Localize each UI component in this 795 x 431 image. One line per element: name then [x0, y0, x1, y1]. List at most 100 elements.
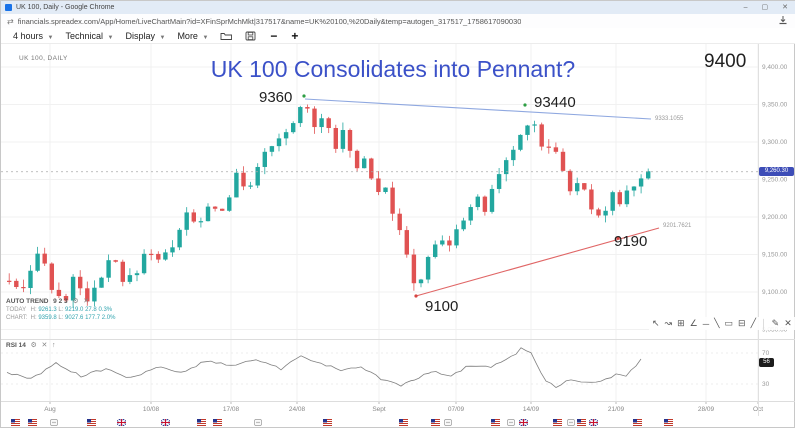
save-icon[interactable]	[245, 31, 256, 41]
gb-flag-icon[interactable]	[518, 413, 529, 431]
us-flag-icon[interactable]	[632, 413, 643, 431]
calendar-event-icon[interactable]	[567, 413, 575, 431]
rsi-group: 70 30	[1, 347, 770, 388]
site-favicon-icon	[5, 4, 12, 11]
calendar-event-icon[interactable]	[507, 413, 515, 431]
rsi-legend: RSI 14 ⚙ ✕ ↑	[6, 342, 56, 350]
menu-display[interactable]: Display ▼	[125, 30, 166, 41]
trendlines-group[interactable]: 9333.1055 9201.7621	[302, 94, 692, 298]
chevron-down-icon: ▼	[47, 34, 54, 41]
gb-flag-icon[interactable]	[160, 413, 171, 431]
symbol-label: UK 100, DAILY	[19, 55, 68, 62]
svg-text:17/08: 17/08	[223, 406, 240, 413]
auto-trend-params: 9 2 3	[53, 298, 68, 305]
svg-text:30: 30	[762, 381, 770, 388]
menu-4-hours[interactable]: 4 hours ▼	[13, 30, 54, 41]
gear-icon[interactable]: ⚙	[72, 298, 79, 305]
svg-text:21/09: 21/09	[608, 406, 625, 413]
menu-technical[interactable]: Technical ▼	[65, 30, 114, 41]
svg-text:24/08: 24/08	[289, 406, 306, 413]
current-price-badge: 9,260.30	[759, 167, 794, 177]
title-bar: UK 100, Daily - Google Chrome – ▢ ✕	[1, 1, 795, 15]
us-flag-icon[interactable]	[576, 413, 587, 431]
svg-text:9,200.00: 9,200.00	[762, 214, 788, 221]
calendar-event-icon[interactable]	[50, 413, 58, 431]
site-info-icon[interactable]: ⇄	[7, 16, 14, 26]
svg-text:14/09: 14/09	[523, 406, 540, 413]
svg-text:07/09: 07/09	[448, 406, 465, 413]
us-flag-icon[interactable]	[196, 413, 207, 431]
price-annotation: 9100	[425, 298, 459, 315]
price-annotation: 9190	[614, 233, 648, 250]
us-flag-icon[interactable]	[552, 413, 563, 431]
ray-icon[interactable]: ╱	[750, 318, 757, 328]
pencil-icon[interactable]: ✎	[771, 318, 780, 328]
gear-icon[interactable]: ⚙	[30, 342, 37, 349]
auto-trend-icon[interactable]: ↝	[664, 318, 673, 328]
us-flag-icon[interactable]	[27, 413, 38, 431]
arrow-up-icon[interactable]: ↑	[52, 342, 56, 349]
chart-toolbar: 4 hours ▼ Technical ▼ Display ▼ More ▼ − +	[1, 28, 795, 44]
svg-text:9,100.00: 9,100.00	[762, 289, 788, 296]
window-title: UK 100, Daily - Google Chrome	[16, 4, 115, 11]
svg-text:9201.7621: 9201.7621	[663, 223, 692, 229]
us-flag-icon[interactable]	[212, 413, 223, 431]
url-text[interactable]: financials.spreadex.com/App/Home/LiveCha…	[17, 16, 522, 26]
close-toolbar-icon[interactable]: ✕	[784, 318, 792, 328]
calendar-event-icon[interactable]	[444, 413, 452, 431]
zoom-in-icon[interactable]: +	[291, 28, 299, 43]
channel-icon[interactable]: ∠	[689, 318, 698, 328]
svg-text:9,400.00: 9,400.00	[762, 64, 788, 71]
download-icon[interactable]	[778, 12, 788, 30]
close-icon[interactable]: ✕	[41, 342, 48, 349]
price-annotation: 9360	[259, 89, 293, 106]
horizontal-line-icon[interactable]: ─	[702, 318, 710, 329]
auto-trend-name: AUTO TREND	[6, 298, 49, 305]
chevron-down-icon: ▼	[202, 34, 209, 41]
svg-text:9,150.00: 9,150.00	[762, 252, 788, 259]
url-bar: ⇄ financials.spreadex.com/App/Home/LiveC…	[1, 14, 795, 29]
us-flag-icon[interactable]	[398, 413, 409, 431]
fib-grid-icon[interactable]: ⊞	[677, 318, 685, 328]
gb-flag-icon[interactable]	[116, 413, 127, 431]
auto-trend-legend: AUTO TREND 9 2 3 ⚙ ✕ TODAY H: 9261.3 L: …	[6, 298, 115, 322]
menu-more[interactable]: More ▼	[177, 30, 209, 41]
us-flag-icon[interactable]	[663, 413, 674, 431]
rectangle-icon[interactable]: ▭	[724, 318, 734, 328]
open-folder-icon[interactable]	[220, 31, 233, 41]
svg-text:9,250.00: 9,250.00	[762, 177, 788, 184]
us-flag-icon[interactable]	[322, 413, 333, 431]
svg-text:70: 70	[762, 350, 770, 357]
chart-title: UK 100 Consolidates into Pennant?	[210, 56, 576, 82]
divider: │	[761, 318, 767, 329]
minimize-button[interactable]: –	[743, 4, 748, 11]
gridlines: 9,400.00 9,350.00 9,300.00 9,250.00 9,200.00…	[1, 43, 788, 413]
svg-text:10/08: 10/08	[143, 406, 160, 413]
auto-trend-row: CHART: H: 9359.8 L: 9027.6 177.7 2.0%	[6, 315, 116, 321]
cursor-icon[interactable]: ↖	[652, 318, 660, 328]
drawing-toolbar: ↖ ↝ ⊞ ∠ ─ ╲ ▭ ⊟ ╱ │ ✎ ✕	[649, 317, 795, 330]
zoom-out-icon[interactable]: −	[270, 28, 278, 43]
rsi-value-badge: 56	[759, 358, 774, 367]
event-flags-row	[1, 413, 795, 427]
us-flag-icon[interactable]	[490, 413, 501, 431]
close-icon[interactable]: ✕	[83, 298, 90, 305]
auto-trend-row: TODAY H: 9261.3 L: 9219.0 27.8 0.3%	[6, 307, 113, 313]
svg-text:Aug: Aug	[44, 406, 56, 413]
measure-icon[interactable]: ⊟	[738, 318, 746, 328]
us-flag-icon[interactable]	[10, 413, 21, 431]
calendar-event-icon[interactable]	[254, 413, 262, 431]
chevron-down-icon: ▼	[107, 34, 114, 41]
close-button[interactable]: ✕	[782, 4, 788, 11]
svg-text:9333.1055: 9333.1055	[655, 116, 684, 122]
us-flag-icon[interactable]	[430, 413, 441, 431]
maximize-button[interactable]: ▢	[761, 4, 769, 11]
us-flag-icon[interactable]	[86, 413, 97, 431]
svg-text:28/09: 28/09	[698, 406, 715, 413]
svg-text:9,050.00: 9,050.00	[762, 327, 788, 334]
trendline-icon[interactable]: ╲	[714, 318, 720, 328]
chevron-down-icon: ▼	[159, 34, 166, 41]
gb-flag-icon[interactable]	[588, 413, 599, 431]
